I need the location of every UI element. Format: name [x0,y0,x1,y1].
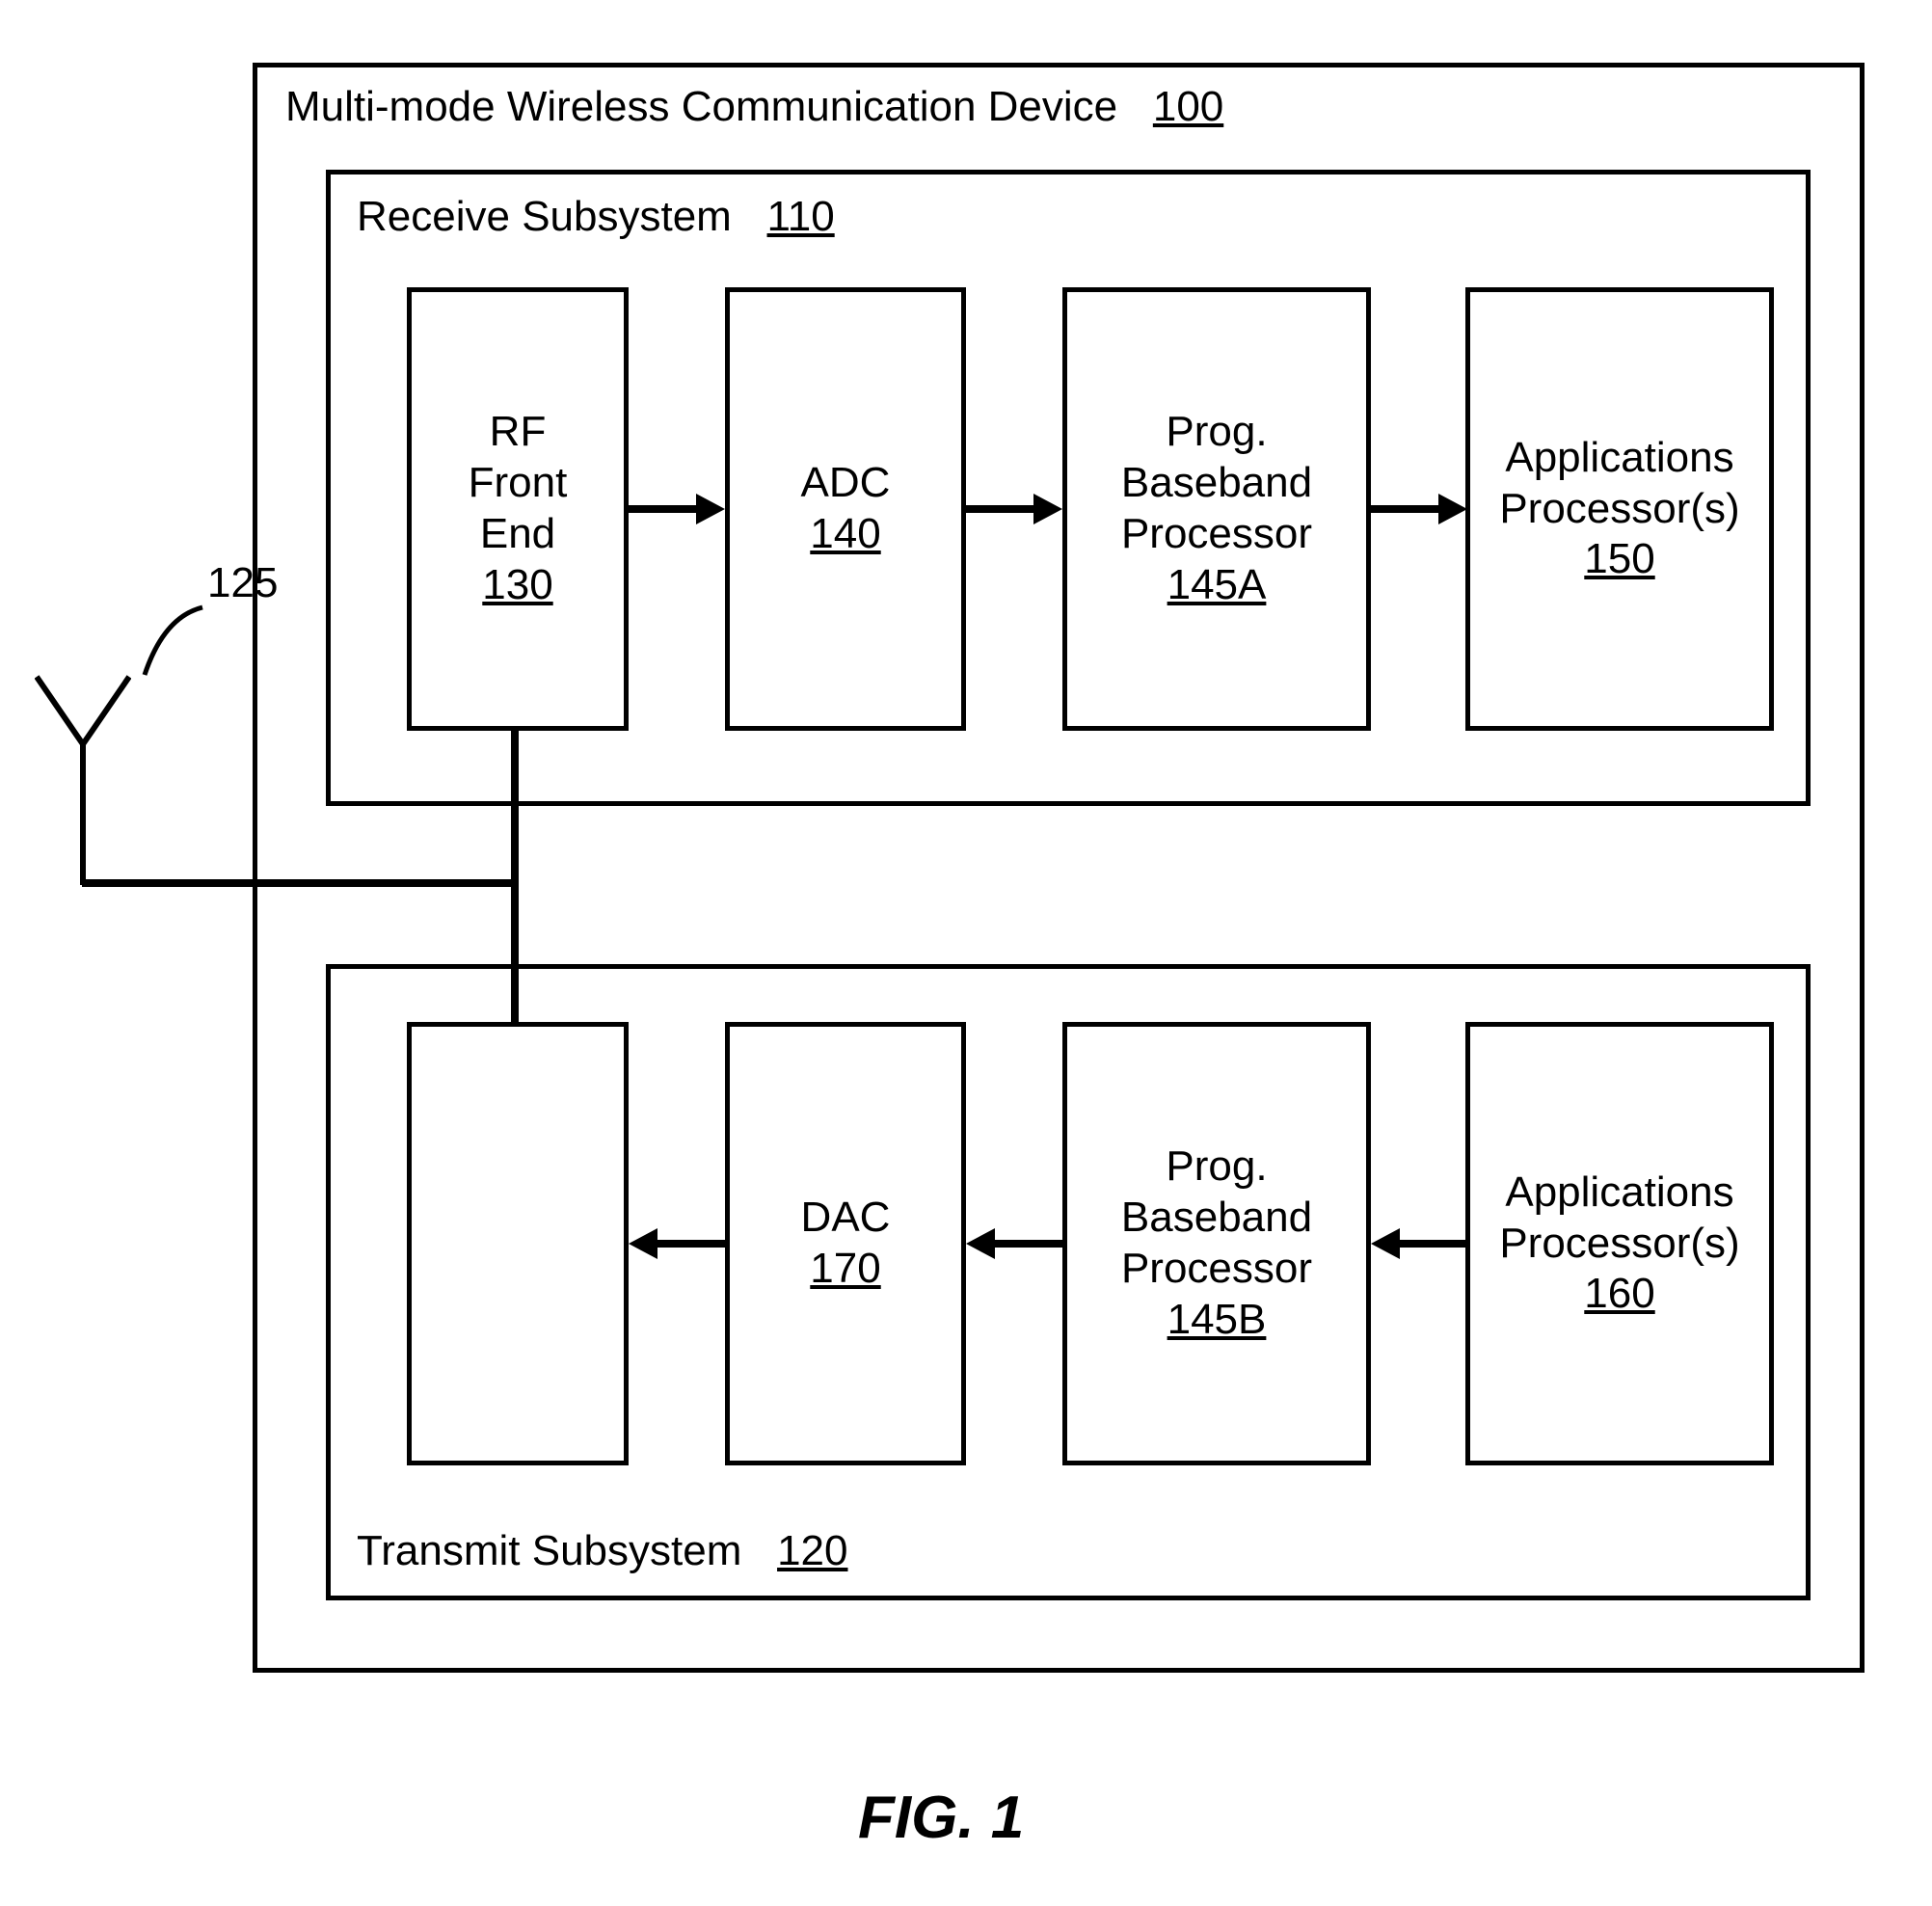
arrow-adc-bb [966,505,1038,513]
outer-title-text: Multi-mode Wireless Communication Device [285,83,1117,130]
antenna-ref-leader [135,598,222,685]
figure-caption: FIG. 1 [858,1784,1024,1852]
transmit-title-ref: 120 [777,1527,847,1574]
tx-baseband-block: Prog. Baseband Processor 145B [1062,1022,1371,1465]
antenna-ref: 125 [207,559,278,607]
arrow-bb-dac [995,1240,1067,1248]
rf-ref: 130 [482,560,552,611]
arrow-bb-app-head [1438,494,1467,524]
rx-bb-ref: 145A [1167,560,1267,611]
tx-applications-block: Applications Processor(s) 160 [1465,1022,1774,1465]
outer-title-ref: 100 [1153,83,1223,130]
transmit-title-text: Transmit Subsystem [357,1527,741,1574]
tx-blank-block [407,1022,629,1465]
receive-title-ref: 110 [767,193,835,240]
rx-baseband-block: Prog. Baseband Processor 145A [1062,287,1371,731]
antenna-feed-up [511,731,519,887]
dac-block: DAC 170 [725,1022,966,1465]
rf-front-end-block: RF Front End 130 [407,287,629,731]
arrow-app-bb-tx [1398,1240,1470,1248]
arrow-rf-adc-head [696,494,725,524]
rx-applications-block: Applications Processor(s) 150 [1465,287,1774,731]
tx-bb-ref: 145B [1167,1295,1267,1346]
arrow-rf-adc [629,505,701,513]
receive-title-text: Receive Subsystem [357,193,732,240]
dac-ref: 170 [810,1244,880,1295]
adc-block: ADC 140 [725,287,966,731]
rx-app-ref: 150 [1584,534,1654,585]
transmit-title: Transmit Subsystem 120 [357,1527,847,1575]
dashed-link [326,881,515,885]
outer-title: Multi-mode Wireless Communication Device… [285,83,1223,131]
antenna-icon [35,675,131,752]
arrow-bb-dac-head [966,1228,995,1259]
arrow-app-bb-tx-head [1371,1228,1400,1259]
arrow-dac-blank [657,1240,730,1248]
tx-app-ref: 160 [1584,1269,1654,1320]
arrow-bb-app [1371,505,1443,513]
antenna-stem [80,740,86,885]
receive-title: Receive Subsystem 110 [357,193,835,241]
arrow-dac-blank-head [629,1228,657,1259]
antenna-feed-down [511,879,519,1027]
diagram-canvas: Multi-mode Wireless Communication Device… [0,0,1932,1906]
arrow-adc-bb-head [1033,494,1062,524]
adc-ref: 140 [810,509,880,560]
